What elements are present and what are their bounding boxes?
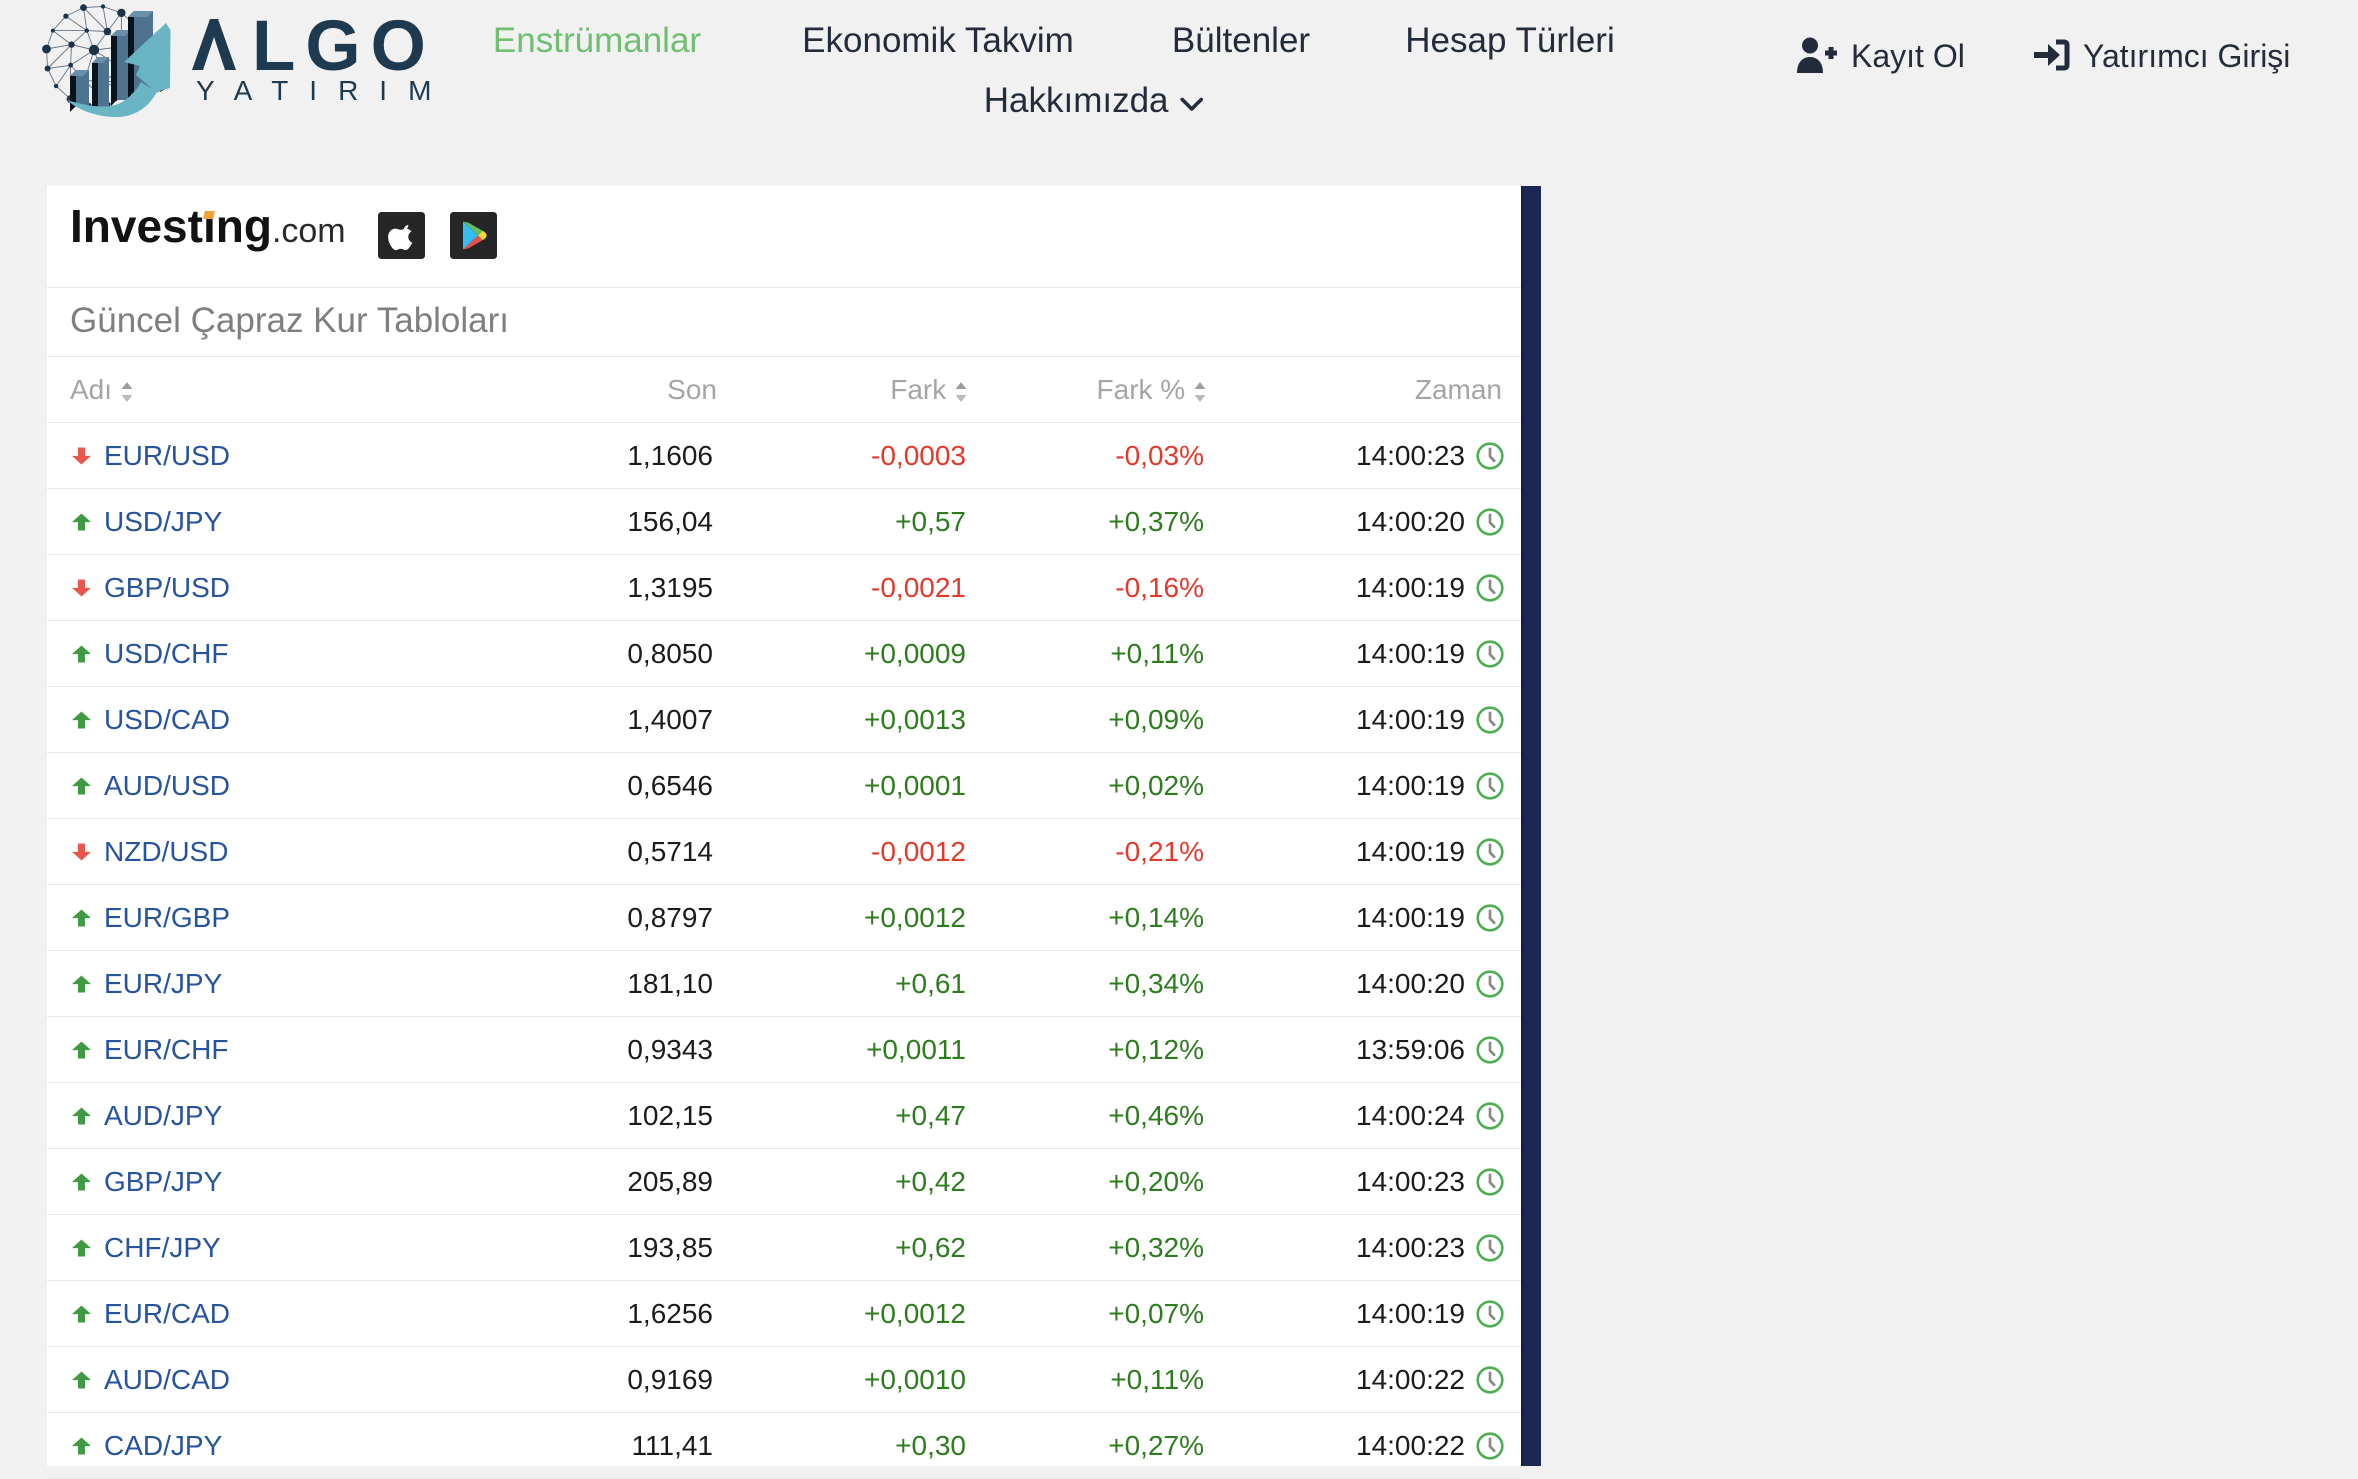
svg-text:LGO: LGO: [252, 7, 436, 86]
svg-text:YATIRIM: YATIRIM: [196, 75, 440, 106]
